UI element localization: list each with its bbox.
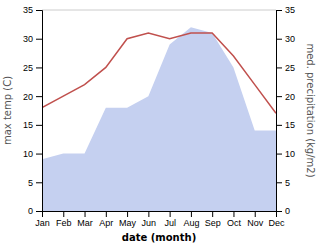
tick: 20 [276,92,295,102]
y2-axis-title: med. precipitation (kg/m2) [305,43,316,177]
tick: 0 [28,206,42,216]
tick-label: 15 [285,120,295,130]
tick: 25 [276,63,295,73]
tick-mark [36,182,42,183]
tick-label: 20 [285,92,295,102]
tick-label: 25 [23,63,33,73]
chart: JanFebMarAprMayJunJulAugSepOctNovDec0510… [0,0,318,247]
tick-mark [85,211,86,217]
tick: Aug [183,211,199,228]
tick-mark [36,39,42,40]
tick-mark [276,154,282,155]
tick-label: 5 [285,178,290,188]
tick: Nov [247,211,264,228]
tick-label: 35 [285,5,295,15]
tick-label: Jun [142,218,157,228]
tick-label: May [119,218,137,228]
tick-label: Jul [164,218,176,228]
tick-label: 15 [23,120,33,130]
tick: 15 [23,120,42,130]
y2-axis: 0 5 10 15 20 25 30 35 [276,5,295,216]
tick-mark [36,96,42,97]
tick: 35 [276,5,295,15]
tick-mark [255,211,256,217]
tick-mark [127,211,128,217]
tick: Sep [205,211,221,228]
plot: JanFebMarAprMayJunJulAugSepOctNovDec0510… [23,5,295,228]
axis-domain [36,11,43,212]
tick-mark [276,182,282,183]
tick: Jun [142,211,157,228]
tick: Oct [227,211,242,228]
tick: Apr [99,211,113,228]
tick-label: Feb [56,218,72,228]
tick-label: Apr [99,218,113,228]
tick-label: Nov [247,218,264,228]
tick-label: 0 [285,206,290,216]
tick-mark [36,154,42,155]
tick: 10 [276,149,295,159]
tick: Jan [35,211,50,228]
tick: 15 [276,120,295,130]
marks [42,27,276,211]
tick: Dec [268,211,285,228]
tick-mark [191,211,192,217]
tick-label: 5 [28,178,33,188]
tick-label: Sep [205,218,221,228]
tick: May [119,211,137,228]
tick-mark [148,211,149,217]
temp-line [42,33,276,113]
tick-mark [233,211,234,217]
tick-mark [276,67,282,68]
tick-mark [276,39,282,40]
tick: Feb [56,211,72,228]
y-axis: 0 5 10 15 20 25 30 35 [23,5,43,216]
x-axis: Jan Feb Mar Apr May Jun Jul Aug Sep Oct Nov Dec [35,211,285,228]
tick-label: 30 [23,34,33,44]
y-axis-title: max temp (C) [2,76,13,145]
tick-label: 20 [23,92,33,102]
tick: 25 [23,63,42,73]
tick-mark [276,10,282,11]
tick: 35 [23,5,42,15]
tick-label: Oct [227,218,242,228]
tick-mark [36,125,42,126]
precip-area [42,27,276,211]
tick-mark [63,211,64,217]
tick-mark [276,96,282,97]
tick-mark [36,211,42,212]
x-axis-title: date (month) [122,232,196,243]
tick-mark [276,211,282,212]
tick-label: Aug [183,218,199,228]
tick-label: Mar [77,218,93,228]
tick-mark [276,125,282,126]
tick-label: Dec [268,218,285,228]
tick: 30 [23,34,42,44]
tick-label: 35 [23,5,33,15]
tick-mark [36,67,42,68]
frame-top [42,10,276,11]
tick: 5 [276,178,290,188]
tick-label: 30 [285,34,295,44]
tick-label: 0 [28,206,33,216]
tick-label: 25 [285,63,295,73]
tick-mark [212,211,213,217]
tick-label: Jan [35,218,50,228]
tick: 5 [28,178,42,188]
tick: Mar [77,211,93,228]
tick-label: 10 [23,149,33,159]
axis-domain [277,11,283,212]
tick: Jul [164,211,176,228]
tick: 30 [276,34,295,44]
axis-domain [43,212,277,218]
tick-mark [36,10,42,11]
tick: 0 [276,206,290,216]
tick-mark [106,211,107,217]
tick-mark [170,211,171,217]
tick-label: 10 [285,149,295,159]
tick: 10 [23,149,42,159]
tick: 20 [23,92,42,102]
